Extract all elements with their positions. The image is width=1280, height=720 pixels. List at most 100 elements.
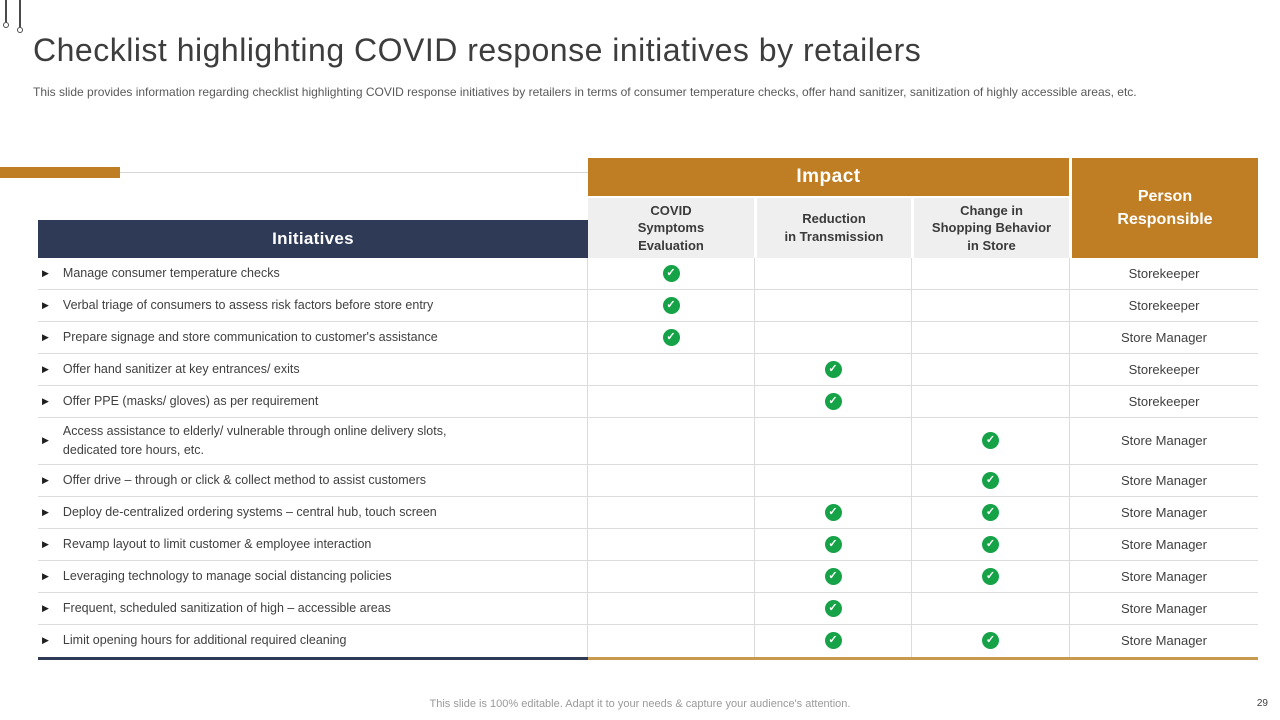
check-icon: ✓ <box>824 503 842 521</box>
impact-cell: ✓ <box>912 464 1070 496</box>
check-icon: ✓ <box>662 265 680 282</box>
triangle-bullet-icon: ▶ <box>42 602 49 613</box>
impact-cell <box>755 290 912 321</box>
person-responsible-value: Store Manager <box>1121 433 1207 449</box>
initiative-cell: ▶ Deploy de-centralized ordering systems … <box>38 496 588 528</box>
table-bottom-border <box>38 656 1258 660</box>
table-row: ▶ Deploy de-centralized ordering systems … <box>38 496 1258 529</box>
table-row: ▶ Access assistance to elderly/ vulnerabl… <box>38 418 1258 465</box>
initiative-cell: ▶ Limit opening hours for additional requ… <box>38 624 588 657</box>
column-header-reduction-in-transmission: Reduction in Transmission <box>757 198 911 258</box>
impact-cell <box>588 418 755 464</box>
impact-cell: ✓ <box>588 290 755 321</box>
impact-cell <box>912 322 1070 353</box>
impact-header: Impact <box>588 158 1069 196</box>
table-row: ▶ Limit opening hours for additional requ… <box>38 624 1258 657</box>
column-header-covid-symptoms-evaluation: COVID Symptoms Evaluation <box>588 198 754 258</box>
page-number: 29 <box>1256 698 1268 709</box>
triangle-bullet-icon: ▶ <box>42 506 49 517</box>
table-body: ▶ Manage consumer temperature checks ✓ St… <box>38 258 1258 657</box>
person-responsible-value: Storekeeper <box>1128 266 1200 281</box>
table-row: ▶ Manage consumer temperature checks ✓ St… <box>38 258 1258 290</box>
initiative-label: Verbal triage of consumers to assess ris… <box>62 298 434 313</box>
impact-cell <box>588 496 755 528</box>
table-row: ▶ Offer drive – through or click & collec… <box>38 464 1258 497</box>
table-bottom-border-navy <box>38 656 588 660</box>
impact-cell: ✓ <box>755 386 912 417</box>
check-icon: ✓ <box>824 599 842 617</box>
impact-cell <box>755 464 912 496</box>
impact-cell <box>912 258 1070 289</box>
checklist-table: Impact Person Responsible COVID Symptoms… <box>38 158 1258 660</box>
check-icon: ✓ <box>824 361 842 378</box>
check-icon: ✓ <box>982 535 999 553</box>
table-row: ▶ Frequent, scheduled sanitization of hig… <box>38 592 1258 625</box>
impact-cell <box>588 386 755 417</box>
table-row: ▶ Revamp layout to limit customer & emplo… <box>38 528 1258 561</box>
initiative-label: Access assistance to elderly/ vulnerable… <box>62 424 447 457</box>
triangle-bullet-icon: ▶ <box>42 635 49 645</box>
impact-cell <box>588 624 755 657</box>
initiative-cell: ▶ Frequent, scheduled sanitization of hig… <box>38 592 588 624</box>
check-icon: ✓ <box>982 432 999 450</box>
impact-cell: ✓ <box>912 624 1070 657</box>
table-bottom-border-tan <box>588 656 1258 660</box>
person-responsible-value: Store Manager <box>1121 330 1207 345</box>
initiative-label: Offer PPE (masks/ gloves) as per require… <box>62 394 319 409</box>
triangle-bullet-icon: ▶ <box>42 570 49 581</box>
impact-cell <box>912 386 1070 417</box>
decorative-pin-icon <box>3 0 9 28</box>
impact-cell: ✓ <box>755 592 912 624</box>
impact-cell <box>912 354 1070 385</box>
person-responsible-header: Person Responsible <box>1072 158 1258 258</box>
initiative-label: Leveraging technology to manage social d… <box>62 568 392 583</box>
initiative-cell: ▶ Manage consumer temperature checks <box>38 258 588 289</box>
impact-cell: ✓ <box>755 354 912 385</box>
impact-cell <box>755 258 912 289</box>
person-responsible-value: Store Manager <box>1121 633 1207 648</box>
impact-cell: ✓ <box>755 560 912 592</box>
initiative-label: Deploy de-centralized ordering systems –… <box>62 504 437 519</box>
divider-line <box>120 172 588 173</box>
table-row: ▶ Prepare signage and store communication… <box>38 322 1258 354</box>
initiatives-header: Initiatives <box>38 220 588 258</box>
initiative-label: Revamp layout to limit customer & employ… <box>62 536 372 551</box>
initiative-cell: ▶ Offer hand sanitizer at key entrances/ … <box>38 354 588 385</box>
impact-cell: ✓ <box>912 418 1070 464</box>
table-row: ▶ Offer hand sanitizer at key entrances/ … <box>38 354 1258 386</box>
triangle-bullet-icon: ▶ <box>42 538 49 549</box>
impact-cell: ✓ <box>755 496 912 528</box>
initiative-label: Offer drive – through or click & collect… <box>62 472 427 487</box>
check-icon: ✓ <box>824 567 842 585</box>
impact-cell: ✓ <box>755 528 912 560</box>
initiative-cell: ▶ Revamp layout to limit customer & emplo… <box>38 528 588 560</box>
impact-cell <box>912 290 1070 321</box>
impact-cell: ✓ <box>912 560 1070 592</box>
check-icon: ✓ <box>982 567 999 585</box>
impact-cell <box>588 464 755 496</box>
initiative-cell: ▶ Offer drive – through or click & collec… <box>38 464 588 496</box>
initiative-label: Prepare signage and store communication … <box>62 330 438 345</box>
check-icon: ✓ <box>982 632 999 649</box>
initiative-cell: ▶ Verbal triage of consumers to assess ri… <box>38 290 588 321</box>
decorative-pin-icon <box>17 0 23 33</box>
initiative-cell: ▶ Offer PPE (masks/ gloves) as per requir… <box>38 386 588 417</box>
check-icon: ✓ <box>662 329 680 346</box>
footer-note: This slide is 100% editable. Adapt it to… <box>429 698 851 710</box>
person-responsible-value: Store Manager <box>1121 472 1207 488</box>
triangle-bullet-icon: ▶ <box>42 474 49 485</box>
triangle-bullet-icon: ▶ <box>42 396 49 406</box>
table-row: ▶ Verbal triage of consumers to assess ri… <box>38 290 1258 322</box>
initiative-cell: ▶ Leveraging technology to manage social … <box>38 560 588 592</box>
impact-cell <box>755 418 912 464</box>
impact-cell <box>912 592 1070 624</box>
initiative-cell: ▶ Prepare signage and store communication… <box>38 322 588 353</box>
impact-cell: ✓ <box>912 528 1070 560</box>
person-responsible-value: Storekeeper <box>1128 298 1200 313</box>
person-responsible-value: Store Manager <box>1121 568 1207 584</box>
table-row: ▶ Leveraging technology to manage social … <box>38 560 1258 593</box>
table-row: ▶ Offer PPE (masks/ gloves) as per requir… <box>38 386 1258 418</box>
person-responsible-value: Storekeeper <box>1128 394 1200 409</box>
impact-cell <box>588 560 755 592</box>
check-icon: ✓ <box>982 471 999 489</box>
